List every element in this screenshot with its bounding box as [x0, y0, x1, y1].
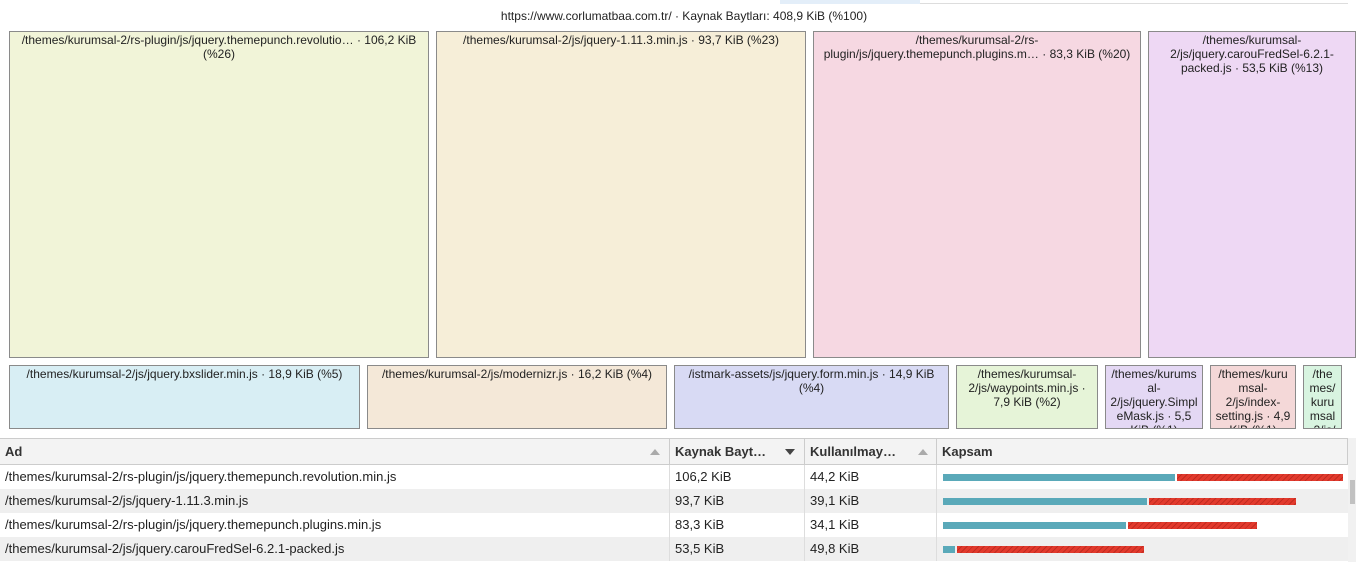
unused-bar — [1176, 474, 1343, 481]
used-bar — [943, 498, 1147, 505]
unused-bar — [1128, 522, 1257, 529]
treemap-cell[interactable]: /themes/kurumsal-2/js/viewport — [1303, 365, 1342, 429]
treemap-cell[interactable]: /themes/kurumsal-2/rs-plugin/js/jquery.t… — [9, 31, 429, 358]
sort-arrow — [650, 449, 660, 455]
unused-bytes: 49,8 KiB — [805, 537, 937, 561]
treemap-cell[interactable]: /themes/kurumsal-2/js/waypoints.min.js ·… — [956, 365, 1098, 429]
column-header[interactable]: Kapsam — [937, 439, 1348, 465]
treemap-cell[interactable]: /themes/kurumsal-2/rs-plugin/js/jquery.t… — [813, 31, 1141, 358]
unused-bytes: 39,1 KiB — [805, 489, 937, 513]
coverage-table: Ad Kaynak Bayt… Kullanılmay… Kapsam/themes/… — [0, 438, 1348, 562]
treemap-header: https://www.corlumatbaa.com.tr/ · Kaynak… — [500, 9, 868, 23]
file-name: /themes/kurumsal-2/rs-plugin/js/jquery.t… — [0, 513, 670, 537]
used-bar — [943, 546, 955, 553]
file-name: /themes/kurumsal-2/js/jquery.carouFredSe… — [0, 537, 670, 561]
column-header[interactable]: Ad — [0, 439, 670, 465]
unused-bar — [956, 546, 1145, 553]
resource-bytes: 93,7 KiB — [670, 489, 805, 513]
resource-bytes: 53,5 KiB — [670, 537, 805, 561]
column-header[interactable]: Kullanılmay… — [805, 439, 937, 465]
sort-arrow — [918, 449, 928, 455]
treemap-cell[interactable]: /istmark-assets/js/jquery.form.min.js · … — [674, 365, 949, 429]
treemap-cell[interactable]: /themes/kurumsal-2/js/jquery-1.11.3.min.… — [436, 31, 806, 358]
treemap-cell[interactable]: /themes/kurumsal-2/js/index-setting.js ·… — [1210, 365, 1296, 429]
file-name: /themes/kurumsal-2/rs-plugin/js/jquery.t… — [0, 465, 670, 489]
used-bar — [943, 474, 1175, 481]
unused-bar — [1148, 498, 1296, 505]
tab-strip — [920, 0, 1348, 4]
unused-bytes: 44,2 KiB — [805, 465, 937, 489]
scrollbar-thumb[interactable] — [1350, 480, 1355, 504]
table-row[interactable]: /themes/kurumsal-2/js/jquery.carouFredSe… — [0, 537, 1348, 561]
column-header[interactable]: Kaynak Bayt… — [670, 439, 805, 465]
treemap-cell[interactable]: /themes/kurumsal-2/js/jquery.carouFredSe… — [1148, 31, 1356, 358]
treemap-cell[interactable]: /themes/kurumsal-2/js/jquery.SimpleMask.… — [1105, 365, 1203, 429]
treemap-cell[interactable]: /themes/kurumsal-2/js/jquery.bxslider.mi… — [9, 365, 360, 429]
resource-bytes: 83,3 KiB — [670, 513, 805, 537]
table-row[interactable]: /themes/kurumsal-2/js/jquery-1.11.3.min.… — [0, 489, 1348, 513]
file-name: /themes/kurumsal-2/js/jquery-1.11.3.min.… — [0, 489, 670, 513]
used-bar — [943, 522, 1127, 529]
tab-strip — [780, 0, 920, 4]
table-row[interactable]: /themes/kurumsal-2/rs-plugin/js/jquery.t… — [0, 513, 1348, 537]
resource-bytes: 106,2 KiB — [670, 465, 805, 489]
table-row[interactable]: /themes/kurumsal-2/rs-plugin/js/jquery.t… — [0, 465, 1348, 489]
treemap-cell[interactable]: /themes/kurumsal-2/js/modernizr.js · 16,… — [367, 365, 667, 429]
sort-arrow — [785, 449, 795, 455]
unused-bytes: 34,1 KiB — [805, 513, 937, 537]
